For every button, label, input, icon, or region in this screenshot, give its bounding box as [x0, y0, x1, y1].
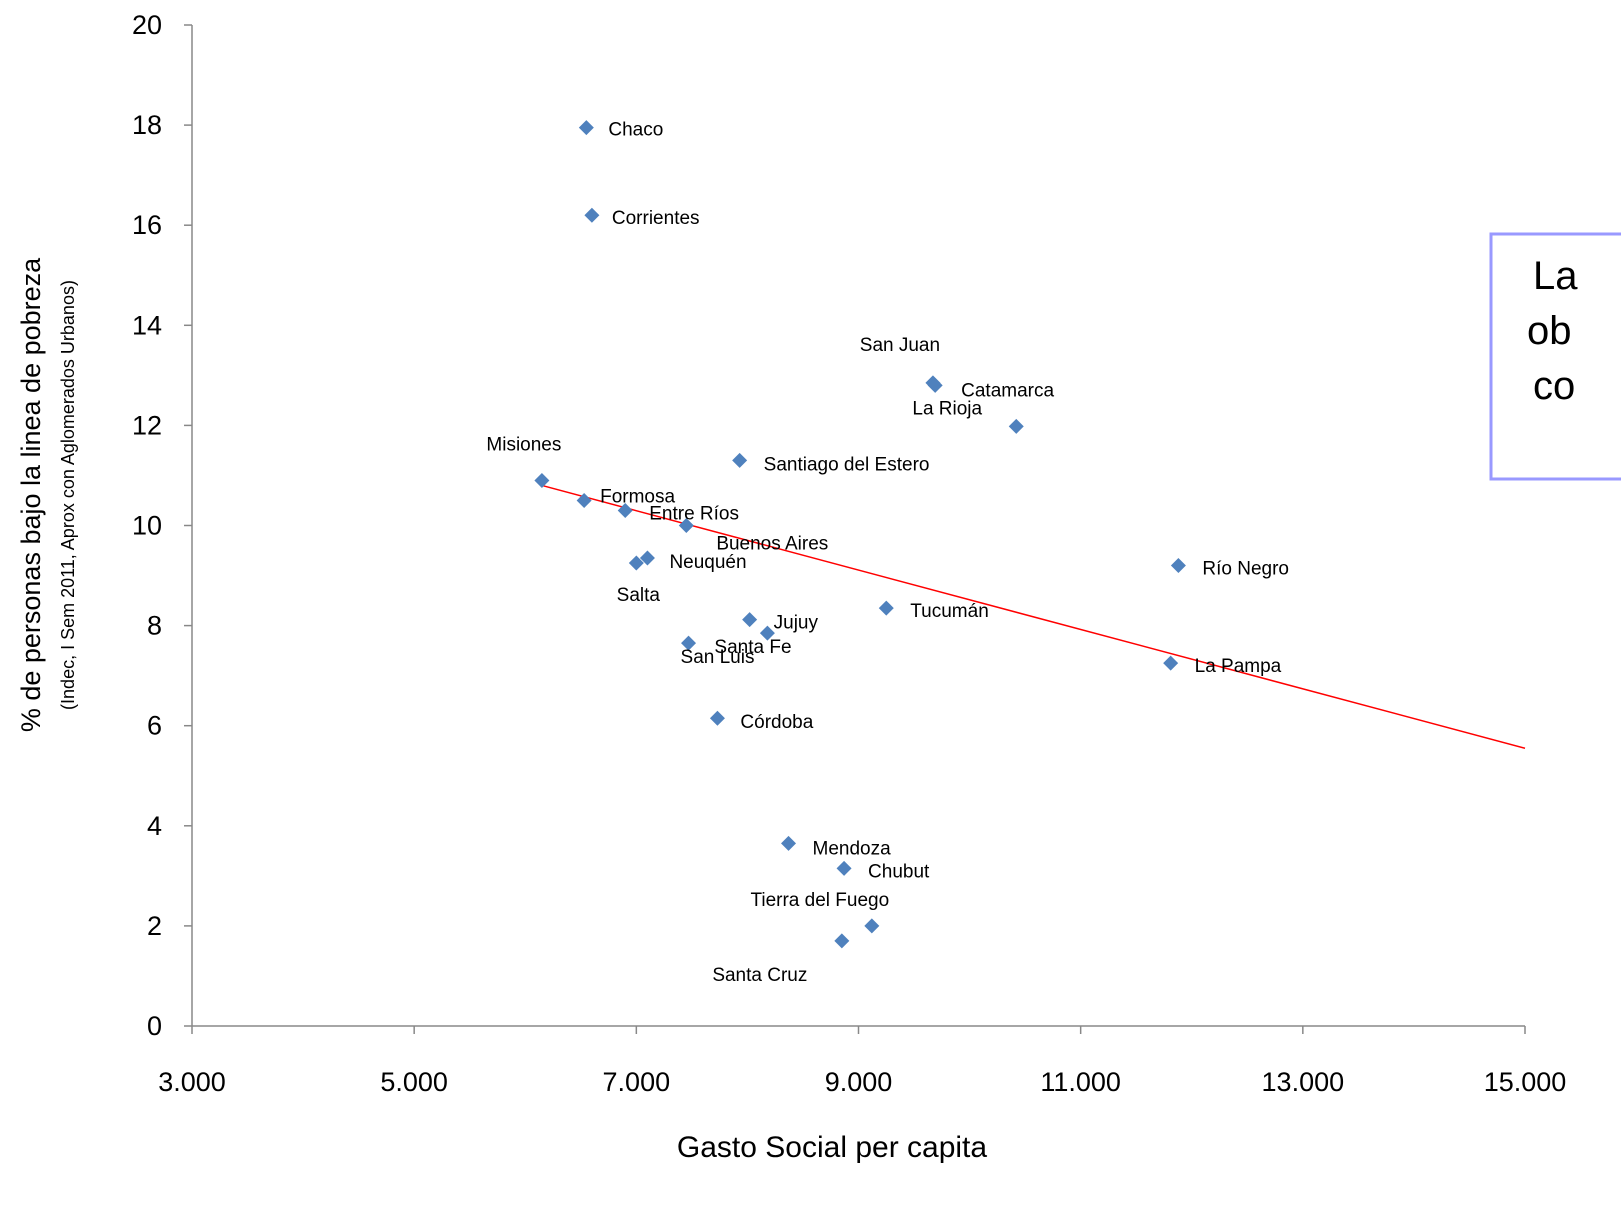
data-point: [781, 835, 797, 851]
data-point: [617, 502, 633, 518]
point-label: Santa Cruz: [712, 965, 807, 986]
y-tick-label: 12: [132, 410, 162, 440]
point-label: Jujuy: [774, 613, 819, 634]
point-label: Chaco: [608, 120, 663, 141]
data-point: [1163, 655, 1179, 671]
point-label: Santiago del Estero: [764, 454, 930, 475]
annotation-line-2: ob: [1527, 309, 1572, 353]
x-ticks: 3.000 5.000 7.000 9.000 11.000 13.000 15.000: [158, 1026, 1566, 1097]
data-point: [878, 600, 894, 616]
y-tick-label: 16: [132, 210, 162, 240]
y-tick-label: 0: [147, 1011, 162, 1041]
x-tick-label: 9.000: [825, 1067, 893, 1097]
annotation-line-1: La: [1533, 254, 1578, 298]
data-point: [759, 625, 775, 641]
point-label: Formosa: [600, 486, 675, 507]
annotation-box: La ob co: [1489, 232, 1621, 481]
annotation-border: [1489, 232, 1621, 481]
point-label: Tucumán: [910, 601, 989, 622]
point-label: La Pampa: [1195, 656, 1282, 677]
data-point: [584, 207, 600, 223]
y-tick-label: 2: [147, 911, 162, 941]
y-axis-subtitle: (Indec, I Sem 2011, Aprox con Aglomerado…: [58, 280, 78, 710]
data-point: [836, 860, 852, 876]
point-label: Río Negro: [1202, 559, 1289, 580]
data-point: [927, 377, 943, 393]
data-point: [578, 120, 594, 136]
x-axis-title: Gasto Social per capita: [677, 1131, 987, 1164]
y-tick-label: 18: [132, 110, 162, 140]
y-tick-label: 14: [132, 310, 162, 340]
x-tick-label: 3.000: [158, 1067, 226, 1097]
point-label: Chubut: [868, 861, 930, 882]
data-point: [864, 918, 880, 934]
y-axis-title: % de personas bajo la linea de pobreza: [16, 257, 46, 732]
data-point: [742, 612, 758, 628]
point-label: San Juan: [860, 335, 940, 356]
x-tick-label: 13.000: [1262, 1067, 1345, 1097]
y-tick-label: 8: [147, 611, 162, 641]
data-point: [628, 555, 644, 571]
data-point: [681, 635, 697, 651]
point-label: Entre Ríos: [649, 503, 739, 524]
y-tick-label: 20: [132, 10, 162, 40]
data-point: [834, 933, 850, 949]
y-tick-label: 4: [147, 811, 162, 841]
point-label: San Luis: [681, 647, 755, 668]
y-ticks: 0 2 4 6 8 10 12 14 16 18 20: [132, 10, 192, 1041]
axes-layer: [191, 25, 1525, 1027]
point-label: Buenos Aires: [716, 534, 828, 555]
y-tick-label: 10: [132, 511, 162, 541]
data-point: [1170, 558, 1186, 574]
point-label: Neuquén: [669, 552, 746, 573]
trendline-layer: [541, 484, 1526, 749]
y-tick-label: 6: [147, 711, 162, 741]
point-label: Salta: [617, 585, 661, 606]
point-label: Tierra del Fuego: [750, 890, 889, 911]
trendline: [541, 484, 1526, 749]
point-label: Corrientes: [612, 208, 700, 229]
x-tick-label: 5.000: [380, 1067, 448, 1097]
x-tick-label: 15.000: [1484, 1067, 1567, 1097]
data-point: [732, 452, 748, 468]
x-tick-label: 7.000: [603, 1067, 671, 1097]
data-point: [639, 550, 655, 566]
point-label: Santa Fe: [714, 637, 791, 658]
point-label: Mendoza: [813, 838, 892, 859]
data-point: [534, 472, 550, 488]
points-layer: [534, 120, 1186, 949]
data-point: [709, 710, 725, 726]
point-label: Córdoba: [740, 712, 813, 733]
point-label: La Rioja: [912, 398, 982, 419]
data-point: [678, 518, 694, 533]
data-point: [576, 492, 592, 508]
x-tick-label: 11.000: [1040, 1067, 1121, 1097]
data-point: [1008, 418, 1024, 434]
point-label: Catamarca: [961, 380, 1054, 401]
point-label: Misiones: [486, 434, 561, 455]
annotation-line-3: co: [1533, 364, 1575, 408]
